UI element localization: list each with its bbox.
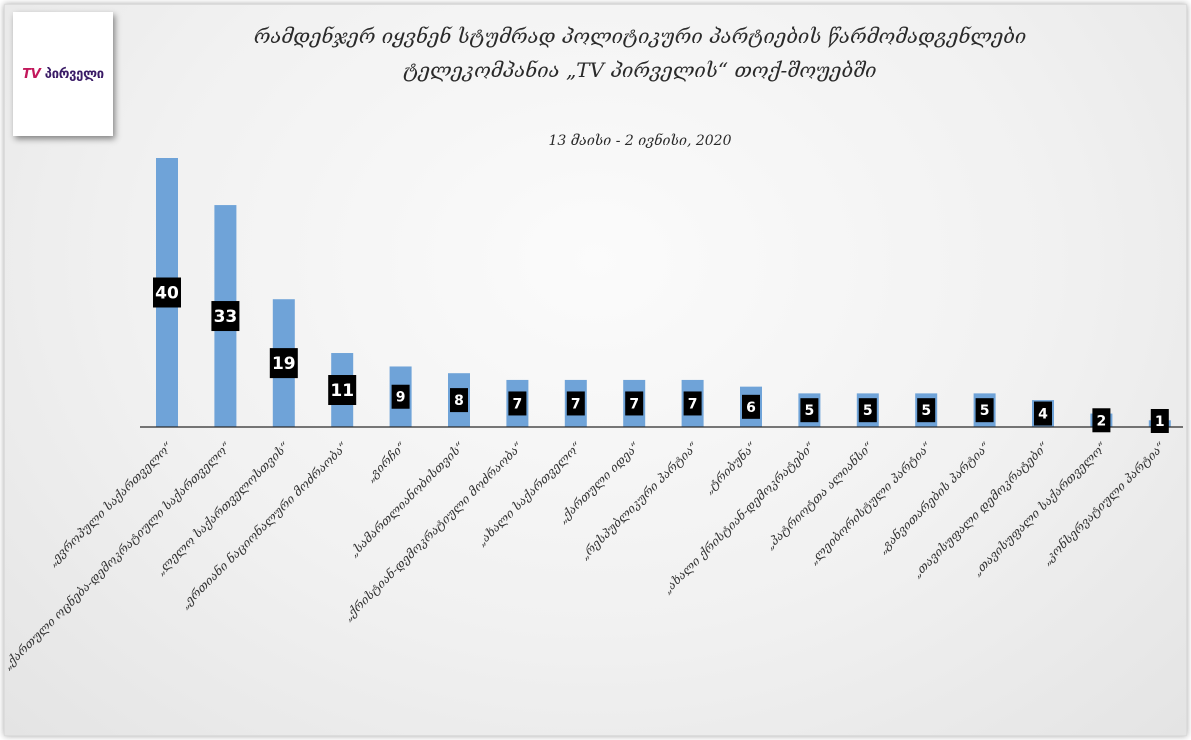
category-label-11: „ტრიბუნა“ — [701, 439, 759, 497]
data-label-box-18 — [1150, 409, 1169, 433]
chart-title-line-2: ტელეკომპანია „TV პირველის“ თოქ-შოუებში — [403, 58, 877, 82]
chart-title-line-1: რამდენჯერ იყვნენ სტუმრად პოლიტიკური პარტ… — [253, 24, 1027, 48]
data-label-16: 4 — [1038, 407, 1048, 423]
data-label-box-17 — [1092, 408, 1111, 433]
logo-name: პირველი — [44, 66, 104, 82]
data-label-box-10 — [683, 391, 702, 416]
category-label-5: „გირჩი“ — [363, 439, 409, 485]
data-label-8: 7 — [571, 396, 581, 412]
data-label-box-9 — [625, 391, 644, 416]
data-label-box-14 — [917, 398, 936, 423]
data-label-5: 9 — [396, 390, 406, 406]
category-label-15: „განვითარების პარტია“ — [875, 439, 993, 557]
logo-tv: TV — [22, 66, 41, 82]
chart-frame — [4, 4, 1187, 736]
data-label-1: 40 — [155, 284, 179, 304]
bars-group — [156, 158, 1171, 427]
data-labels-group: 40 33 19 11 9 8 7 7 7 7 6 5 5 5 5 4 2 1 — [153, 277, 1169, 433]
category-label-13: „პატრიოტთა ალიანსი“ — [762, 439, 876, 553]
data-label-box-3 — [269, 348, 298, 379]
category-label-6: „სამართლიანობისთვის“ — [346, 439, 467, 560]
data-label-2: 33 — [214, 307, 238, 327]
category-label-1: „ევროპული საქართველო“ — [45, 439, 175, 569]
category-label-2: „ქართული ოცნება-დემოკრატიული საქართველო“ — [0, 439, 234, 673]
chart-subtitle: 13 მაისი - 2 ივნისი, 2020 — [548, 133, 732, 149]
data-label-box-4 — [328, 375, 357, 406]
category-label-8: „ახალი საქართველო“ — [474, 439, 584, 549]
data-label-4: 11 — [330, 381, 354, 401]
category-labels-group: „ევროპული საქართველო“„ქართული ოცნება-დემ… — [0, 439, 1168, 673]
data-label-box-5 — [391, 384, 410, 409]
data-label-17: 2 — [1097, 413, 1107, 429]
data-label-box-11 — [742, 394, 760, 419]
channel-logo: TV პირველი — [13, 12, 113, 136]
data-label-12: 5 — [805, 403, 815, 419]
data-label-box-15 — [975, 398, 994, 423]
data-label-13: 5 — [863, 403, 873, 419]
data-label-9: 7 — [629, 396, 639, 412]
data-label-15: 5 — [980, 403, 990, 419]
data-label-box-13 — [858, 398, 877, 423]
data-label-box-12 — [800, 398, 819, 423]
data-label-11: 6 — [746, 400, 756, 416]
data-label-box-8 — [566, 391, 585, 416]
category-label-18: „კონსერვატიული პარტია“ — [1039, 439, 1168, 568]
data-label-14: 5 — [921, 403, 931, 419]
data-label-7: 7 — [513, 396, 523, 412]
data-label-3: 19 — [272, 354, 296, 374]
data-label-box-2 — [211, 301, 240, 332]
data-label-box-1 — [153, 277, 181, 308]
logo-wordmark: TV პირველი — [22, 67, 104, 82]
data-label-box-7 — [508, 391, 527, 416]
data-label-18: 1 — [1155, 414, 1165, 430]
data-label-box-6 — [450, 388, 468, 413]
data-label-box-16 — [1034, 401, 1052, 426]
data-label-6: 8 — [454, 393, 464, 409]
category-label-14: „ლეიბორისტული პარტია“ — [806, 439, 934, 567]
category-label-10: „რესპუბლიკური პარტია“ — [577, 439, 700, 562]
data-label-10: 7 — [688, 396, 698, 412]
